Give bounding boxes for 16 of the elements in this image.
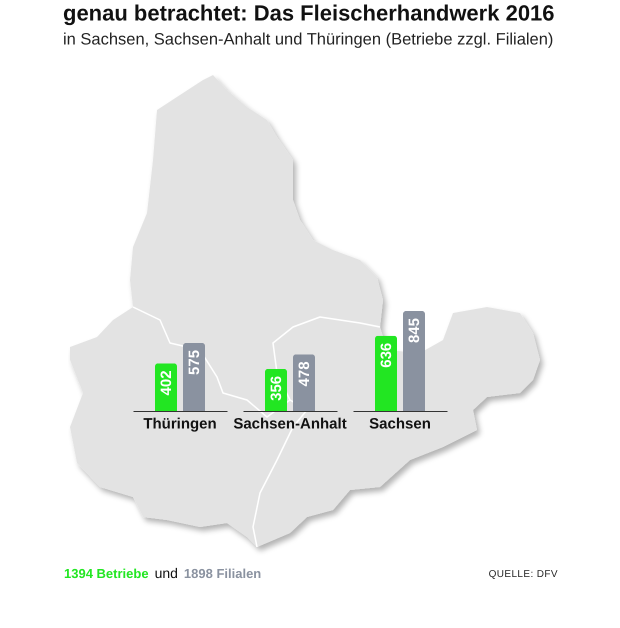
text: und (154, 565, 178, 581)
data-label: 845 (406, 318, 423, 344)
x-tick-label: Thüringen (143, 416, 217, 432)
data-label: 402 (158, 370, 175, 396)
data-label: 478 (296, 361, 313, 386)
x-tick-label: Sachsen (369, 416, 431, 432)
bar (402, 311, 425, 411)
chart-title: genau betrachtet: Das Fleischerhandwerk 2016 (63, 0, 555, 26)
data-label: 636 (378, 342, 395, 368)
data-label: 356 (268, 376, 285, 401)
source-note: QUELLE: DFV (488, 569, 558, 580)
text: 1898 Filialen (184, 566, 262, 581)
data-label: 575 (186, 350, 203, 375)
x-tick-label: Sachsen-Anhalt (233, 416, 347, 432)
text: 1394 Betriebe (64, 566, 149, 581)
chart-subtitle: in Sachsen, Sachsen-Anhalt und Thüringen (Betriebe zzgl. Filialen) (63, 30, 554, 48)
